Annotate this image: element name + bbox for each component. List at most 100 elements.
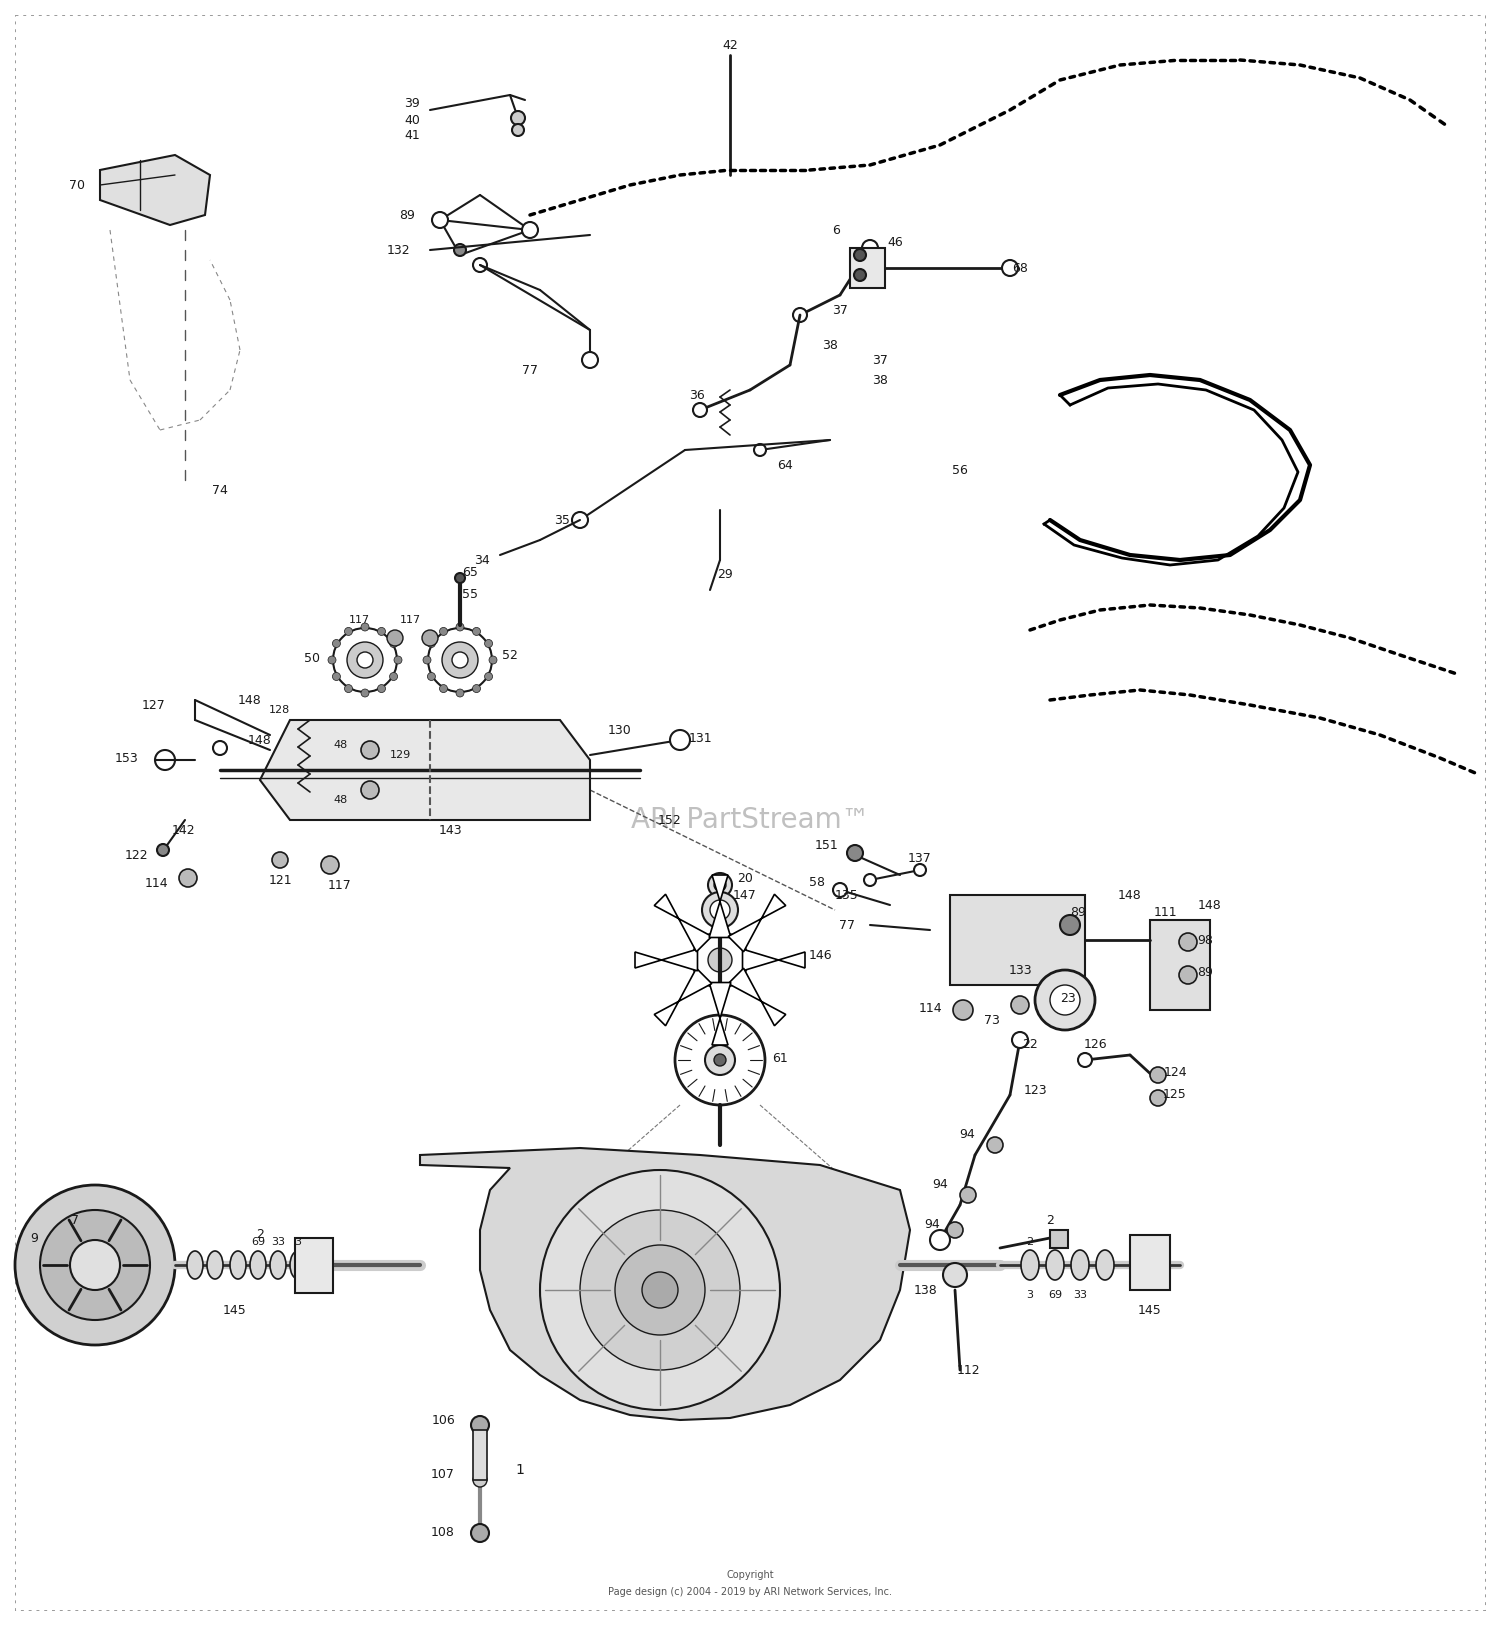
Circle shape bbox=[960, 1188, 976, 1202]
Circle shape bbox=[580, 1210, 740, 1370]
Circle shape bbox=[333, 628, 398, 691]
Circle shape bbox=[362, 781, 380, 799]
Text: 137: 137 bbox=[908, 851, 932, 864]
Text: 89: 89 bbox=[1197, 965, 1214, 978]
Circle shape bbox=[708, 874, 732, 896]
Circle shape bbox=[853, 268, 865, 281]
Text: 74: 74 bbox=[211, 483, 228, 496]
Circle shape bbox=[427, 628, 492, 691]
Text: 121: 121 bbox=[268, 874, 292, 887]
Circle shape bbox=[1060, 914, 1080, 936]
Text: 35: 35 bbox=[554, 514, 570, 527]
Circle shape bbox=[670, 731, 690, 750]
Text: 117: 117 bbox=[399, 615, 420, 625]
Bar bbox=[1050, 1230, 1068, 1248]
Text: 145: 145 bbox=[224, 1303, 248, 1316]
Circle shape bbox=[794, 308, 807, 322]
Polygon shape bbox=[100, 155, 210, 225]
Text: 46: 46 bbox=[886, 236, 903, 249]
Circle shape bbox=[432, 212, 448, 228]
Circle shape bbox=[427, 639, 435, 648]
Text: 114: 114 bbox=[918, 1002, 942, 1015]
Text: 58: 58 bbox=[808, 875, 825, 888]
Text: 148: 148 bbox=[1118, 888, 1142, 901]
Circle shape bbox=[944, 1263, 968, 1287]
Text: 126: 126 bbox=[1083, 1038, 1107, 1051]
Text: 23: 23 bbox=[1060, 991, 1076, 1004]
Text: 69: 69 bbox=[251, 1237, 266, 1246]
Circle shape bbox=[472, 1472, 488, 1487]
Text: 61: 61 bbox=[772, 1051, 788, 1064]
Circle shape bbox=[512, 111, 525, 125]
Circle shape bbox=[862, 241, 877, 255]
Text: 48: 48 bbox=[333, 740, 348, 750]
Text: 38: 38 bbox=[871, 374, 888, 387]
Text: 48: 48 bbox=[333, 796, 348, 805]
Polygon shape bbox=[260, 721, 590, 820]
Circle shape bbox=[15, 1184, 176, 1346]
Text: 129: 129 bbox=[390, 750, 411, 760]
Circle shape bbox=[572, 513, 588, 529]
Ellipse shape bbox=[230, 1251, 246, 1279]
Text: 65: 65 bbox=[462, 566, 478, 579]
Text: 40: 40 bbox=[404, 114, 420, 127]
Circle shape bbox=[1150, 1090, 1166, 1106]
Bar bbox=[1130, 1235, 1170, 1290]
Circle shape bbox=[333, 639, 340, 648]
Text: 56: 56 bbox=[952, 464, 968, 477]
Text: 108: 108 bbox=[430, 1526, 454, 1539]
Circle shape bbox=[930, 1230, 950, 1250]
Circle shape bbox=[423, 656, 430, 664]
Circle shape bbox=[390, 639, 398, 648]
Text: 68: 68 bbox=[1013, 262, 1028, 275]
Text: 128: 128 bbox=[268, 704, 290, 714]
Circle shape bbox=[70, 1240, 120, 1290]
Text: 73: 73 bbox=[984, 1014, 1000, 1027]
Circle shape bbox=[346, 643, 382, 678]
Circle shape bbox=[452, 652, 468, 669]
Text: 124: 124 bbox=[1162, 1066, 1186, 1079]
Ellipse shape bbox=[1022, 1250, 1040, 1280]
Circle shape bbox=[362, 740, 380, 760]
Circle shape bbox=[427, 672, 435, 680]
Circle shape bbox=[754, 444, 766, 456]
Circle shape bbox=[422, 630, 438, 646]
Text: 2: 2 bbox=[256, 1228, 264, 1241]
Circle shape bbox=[472, 685, 480, 693]
Circle shape bbox=[345, 628, 352, 636]
Circle shape bbox=[615, 1245, 705, 1336]
Text: 2: 2 bbox=[1046, 1214, 1054, 1227]
Ellipse shape bbox=[290, 1251, 306, 1279]
Text: 20: 20 bbox=[736, 872, 753, 885]
Text: 33: 33 bbox=[1072, 1290, 1088, 1300]
Text: 148: 148 bbox=[238, 693, 262, 706]
Text: 6: 6 bbox=[833, 223, 840, 236]
Circle shape bbox=[1150, 1067, 1166, 1084]
Polygon shape bbox=[710, 875, 730, 937]
Text: 94: 94 bbox=[960, 1129, 975, 1142]
Circle shape bbox=[442, 643, 478, 678]
Text: 132: 132 bbox=[387, 244, 410, 257]
Circle shape bbox=[1011, 996, 1029, 1014]
Circle shape bbox=[1002, 260, 1019, 277]
Text: Copyright: Copyright bbox=[726, 1570, 774, 1580]
Text: 69: 69 bbox=[1048, 1290, 1062, 1300]
Text: ARI PartStream™: ARI PartStream™ bbox=[630, 805, 870, 835]
Text: 34: 34 bbox=[474, 553, 490, 566]
Ellipse shape bbox=[270, 1251, 286, 1279]
Text: 33: 33 bbox=[272, 1237, 285, 1246]
Text: 127: 127 bbox=[141, 698, 165, 711]
Text: 117: 117 bbox=[350, 615, 370, 625]
Text: 114: 114 bbox=[144, 877, 168, 890]
Circle shape bbox=[178, 869, 196, 887]
Text: 50: 50 bbox=[304, 651, 320, 664]
Circle shape bbox=[456, 688, 464, 696]
Circle shape bbox=[484, 639, 492, 648]
Circle shape bbox=[484, 672, 492, 680]
Circle shape bbox=[471, 1524, 489, 1542]
Text: 89: 89 bbox=[399, 208, 416, 221]
Circle shape bbox=[946, 1222, 963, 1238]
Text: 148: 148 bbox=[1198, 898, 1222, 911]
Circle shape bbox=[714, 879, 726, 892]
Text: 89: 89 bbox=[1070, 906, 1086, 919]
